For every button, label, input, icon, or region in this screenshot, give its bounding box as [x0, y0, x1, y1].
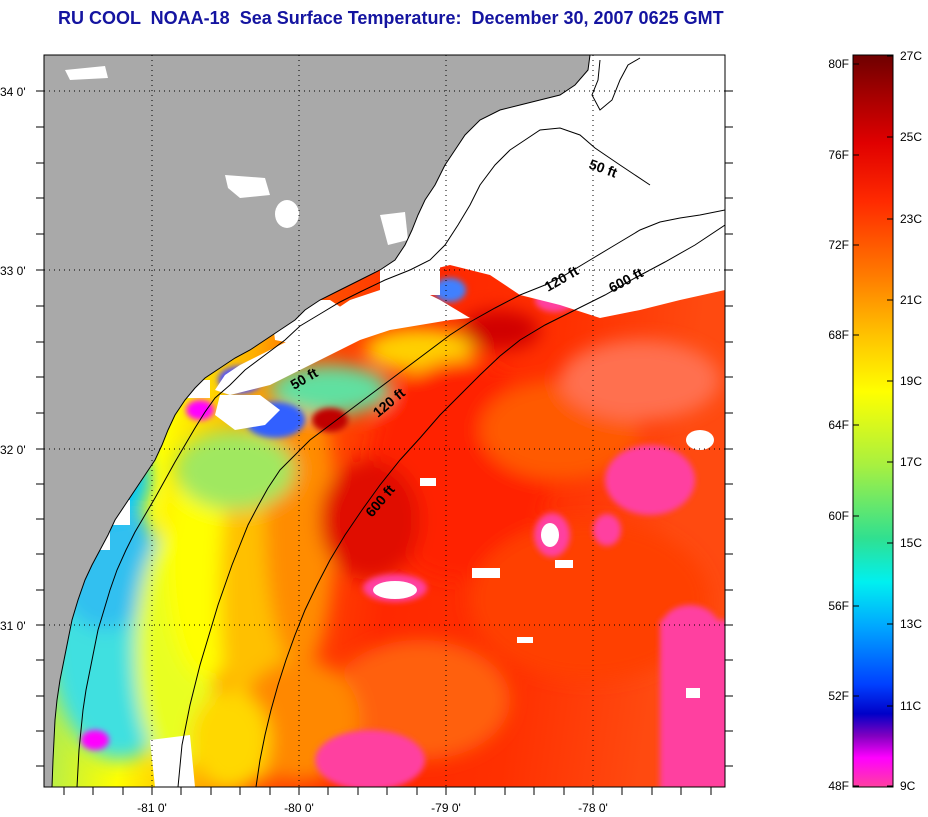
colorbar-label-21c: 21C — [900, 293, 922, 307]
map-title: RU COOL NOAA-18 Sea Surface Temperature:… — [58, 8, 724, 28]
colorbar-label-25c: 25C — [900, 130, 922, 144]
lon-label-80: -80 0' — [284, 801, 314, 815]
colorbar — [852, 54, 894, 788]
land-mass — [44, 55, 590, 787]
sst-imagery: 50 ft 120 ft 600 ft 50 ft 120 ft 600 ft — [44, 55, 725, 787]
isobath-600ft — [255, 224, 725, 787]
colorbar-label-27c: 27C — [900, 49, 922, 63]
isobath-50ft — [76, 127, 651, 787]
colorbar-label-11c: 11C — [900, 699, 921, 713]
colorbar-label-48f: 48F — [828, 779, 849, 793]
colorbar-label-76f: 76F — [828, 148, 849, 162]
bottom-ticks — [63, 787, 712, 795]
colorbar-label-17c: 17C — [900, 455, 922, 469]
colorbar-label-52f: 52F — [828, 689, 849, 703]
colorbar-label-23c: 23C — [900, 212, 922, 226]
colorbar-f-ticks — [853, 63, 859, 787]
isobath-120ft — [177, 209, 725, 787]
lat-label-34: 34 0' — [0, 85, 26, 99]
colorbar-label-56f: 56F — [828, 599, 849, 613]
right-ticks — [725, 90, 733, 767]
colorbar-label-60f: 60F — [828, 509, 849, 523]
lat-label-32: 32 0' — [0, 443, 26, 457]
lat-label-31: 31 0' — [0, 619, 26, 633]
map-frame — [43, 54, 726, 788]
colorbar-label-9c: 9C — [900, 779, 916, 793]
colorbar-c-ticks — [887, 55, 893, 787]
colorbar-label-13c: 13C — [900, 617, 922, 631]
colorbar-label-72f: 72F — [828, 238, 849, 252]
colorbar-label-68f: 68F — [828, 328, 849, 342]
lon-label-78: -78 0' — [578, 801, 608, 815]
lon-label-81: -81 0' — [137, 801, 167, 815]
lat-label-33: 33 0' — [0, 264, 26, 278]
colorbar-label-15c: 15C — [900, 536, 922, 550]
left-ticks — [36, 90, 44, 767]
lon-label-79: -79 0' — [431, 801, 461, 815]
colorbar-label-19c: 19C — [900, 374, 922, 388]
colorbar-label-80f: 80F — [828, 57, 849, 71]
colorbar-label-64f: 64F — [828, 418, 849, 432]
coastline — [51, 55, 591, 787]
